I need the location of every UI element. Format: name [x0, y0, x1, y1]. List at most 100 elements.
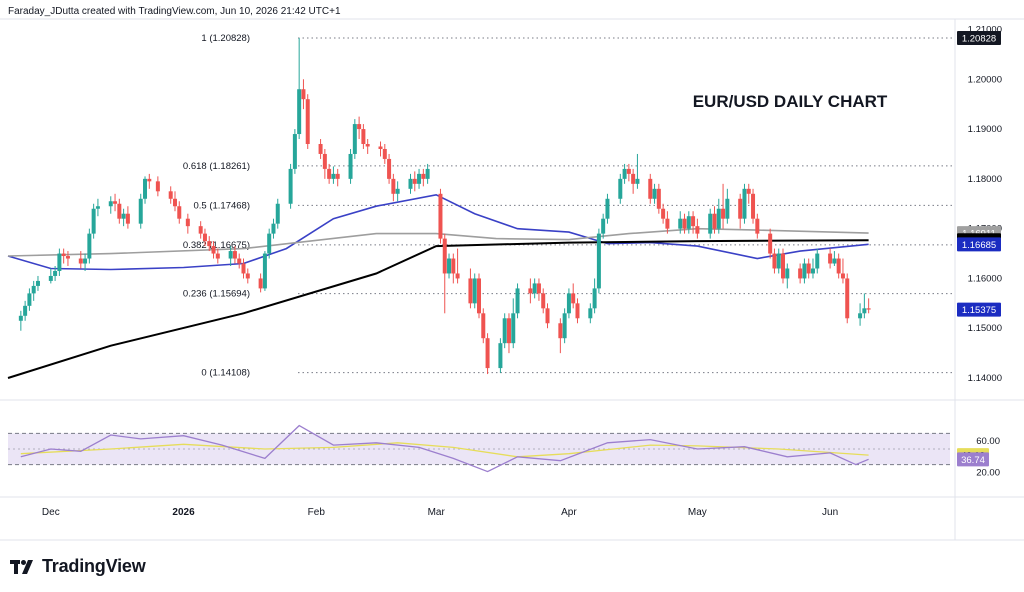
- candle-body: [451, 258, 456, 274]
- candle-body: [202, 233, 207, 242]
- candle-body: [596, 233, 601, 289]
- candle-body: [198, 226, 203, 234]
- price-badge: [957, 302, 1001, 317]
- candle-body: [271, 223, 276, 234]
- candle-body: [832, 258, 837, 264]
- candle-body: [755, 218, 760, 234]
- x-tick-label: 2026: [172, 507, 195, 518]
- candle-body: [232, 251, 237, 259]
- candle-body: [408, 178, 413, 189]
- candle-body: [412, 178, 417, 184]
- candle-body: [541, 293, 546, 309]
- candle-body: [318, 144, 323, 154]
- candle-body: [121, 213, 126, 219]
- candle-body: [768, 233, 773, 254]
- candle-body: [545, 308, 550, 324]
- candle-body: [421, 173, 426, 179]
- candle-body: [143, 178, 148, 199]
- candle-body: [785, 268, 790, 279]
- candle-body: [215, 253, 220, 259]
- candle-body: [322, 153, 327, 169]
- candle-body: [365, 144, 370, 147]
- rsi-tick-label: 60.00: [976, 436, 1000, 447]
- fib-level-label: 0.236 (1.15694): [183, 289, 250, 300]
- candle-body: [481, 313, 486, 339]
- candle-body: [207, 241, 212, 247]
- candle-body: [228, 251, 233, 259]
- candle-body: [708, 213, 713, 234]
- candle-body: [858, 313, 863, 319]
- candle-body: [772, 253, 777, 269]
- candle-body: [177, 206, 182, 219]
- moving-average-line: [7, 239, 869, 379]
- candle-body: [588, 308, 593, 319]
- brand-name: TradingView: [42, 556, 146, 576]
- candle-body: [536, 283, 541, 294]
- candle-body: [241, 263, 246, 274]
- candle-body: [742, 188, 747, 219]
- tradingview-watermark[interactable]: TradingView: [10, 556, 146, 577]
- candle-body: [91, 208, 96, 234]
- candle-body: [618, 178, 623, 199]
- tradingview-logo-icon: [10, 559, 33, 574]
- candle-body: [802, 263, 807, 279]
- candle-body: [78, 258, 83, 264]
- candle-body: [485, 338, 490, 369]
- candle-body: [656, 188, 661, 209]
- x-tick-label: Mar: [428, 507, 446, 518]
- candle-body: [866, 308, 871, 310]
- candle-body: [361, 129, 366, 144]
- rsi-badge-label: 36.74: [961, 455, 985, 466]
- price-badge: [957, 31, 1001, 46]
- candle-body: [65, 256, 70, 259]
- candle-body: [258, 278, 263, 289]
- candle-body: [382, 148, 387, 159]
- candle-body: [635, 178, 640, 184]
- candle-body: [810, 268, 815, 274]
- y-tick-label: 1.15000: [968, 323, 1002, 334]
- y-tick-label: 1.21000: [968, 24, 1002, 35]
- candle-body: [57, 253, 62, 271]
- candle-body: [815, 253, 820, 269]
- candle-body: [562, 313, 567, 339]
- candle-body: [147, 178, 152, 182]
- candle-body: [352, 124, 357, 154]
- candle-body: [425, 168, 430, 179]
- moving-average-line: [7, 227, 869, 257]
- candle-body: [83, 258, 88, 264]
- candle-body: [23, 305, 28, 316]
- candle-body: [682, 218, 687, 229]
- candle-body: [721, 208, 726, 219]
- candle-body: [601, 218, 606, 234]
- candle-body: [498, 343, 503, 369]
- candle-body: [511, 313, 516, 344]
- candle-body: [738, 198, 743, 219]
- candle-body: [502, 318, 507, 344]
- attribution-text: Faraday_JDutta created with TradingView.…: [8, 6, 341, 17]
- candle-body: [378, 146, 383, 149]
- candle-body: [836, 258, 841, 274]
- rsi-tick-label: 20.00: [976, 467, 1000, 478]
- candle-body: [125, 213, 130, 224]
- candle-body: [528, 288, 533, 294]
- candle-body: [678, 218, 683, 229]
- candle-body: [348, 153, 353, 179]
- fib-level-label: 0 (1.14108): [201, 368, 250, 379]
- candle-body: [31, 285, 36, 294]
- x-tick-label: Apr: [561, 507, 577, 518]
- candle-body: [155, 181, 160, 192]
- candle-body: [18, 315, 23, 321]
- y-tick-label: 1.20000: [968, 74, 1002, 85]
- candle-body: [665, 218, 670, 229]
- candle-body: [631, 173, 636, 184]
- rsi-line: [20, 424, 869, 473]
- price-badge-label: 1.15375: [962, 305, 996, 316]
- candle-body: [442, 238, 447, 274]
- candle-body: [275, 203, 280, 224]
- fib-level-label: 0.618 (1.18261): [183, 161, 250, 172]
- moving-average-line: [7, 193, 869, 271]
- candle-body: [391, 178, 396, 194]
- y-tick-label: 1.19000: [968, 124, 1002, 135]
- candle-body: [108, 201, 113, 207]
